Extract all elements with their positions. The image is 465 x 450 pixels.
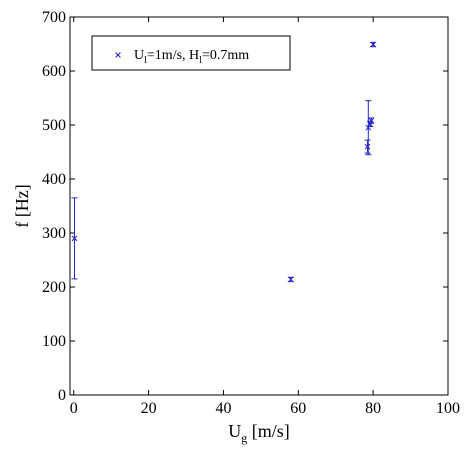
x-tick-label: 100 — [436, 400, 460, 417]
axis-ticks: 0 20 40 60 80 100 0 100 200 300 400 500 600 700 — [42, 9, 460, 417]
x-tick-label: 60 — [290, 400, 306, 417]
x-tick-label: 40 — [215, 400, 231, 417]
data-points — [71, 41, 377, 283]
legend-marker-x-icon — [115, 52, 121, 58]
y-tick-label: 200 — [42, 279, 66, 296]
x-tick-label: 80 — [365, 400, 381, 417]
y-tick-label: 0 — [58, 387, 66, 404]
legend: Ul=1m/s, Hl=0.7mm — [91, 35, 291, 71]
data-point — [287, 276, 294, 283]
data-point — [368, 117, 375, 124]
y-tick-label: 100 — [42, 333, 66, 350]
legend-box — [91, 35, 291, 71]
legend-entry-label: Ul=1m/s, Hl=0.7mm — [134, 48, 249, 66]
y-tick-label: 300 — [42, 225, 66, 242]
data-point — [367, 121, 374, 127]
y-tick-label: 500 — [42, 117, 66, 134]
data-point — [71, 235, 78, 242]
data-point — [370, 41, 377, 48]
plot-area — [69, 16, 449, 396]
y-tick-label: 400 — [42, 171, 66, 188]
legend-marker — [115, 52, 121, 58]
x-tick-label: 20 — [141, 400, 157, 417]
y-tick-label: 700 — [42, 9, 66, 26]
x-tick-label: 0 — [70, 400, 78, 417]
y-tick-label: 600 — [42, 63, 66, 80]
y-axis-title: f [Hz] — [12, 184, 32, 227]
x-axis-title: Ug [m/s] — [228, 421, 290, 445]
data-point — [364, 143, 371, 150]
